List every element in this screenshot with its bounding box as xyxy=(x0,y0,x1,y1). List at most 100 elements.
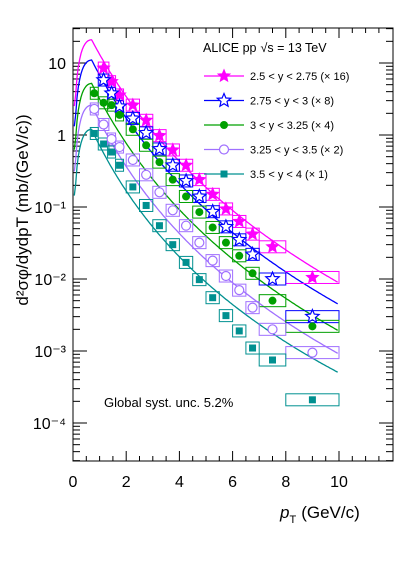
data-point xyxy=(141,169,152,180)
y-tick-label: 10⁻² xyxy=(34,272,66,289)
legend-marker xyxy=(220,121,228,129)
syst-box xyxy=(245,266,260,280)
data-point xyxy=(264,270,281,286)
syst-box xyxy=(178,255,194,269)
syst-box xyxy=(245,341,260,355)
syst-box xyxy=(152,219,167,233)
data-point xyxy=(95,71,112,87)
data-point xyxy=(151,140,168,156)
syst-box xyxy=(245,301,260,315)
x-tick-labels: 0 2 4 6 8 10 xyxy=(69,474,348,491)
y-tick-label: 1 xyxy=(57,128,66,145)
legend-label: 2.5 < y < 2.75 (× 16) xyxy=(250,71,349,83)
syst-box xyxy=(178,189,194,203)
syst-box xyxy=(139,138,154,152)
data-point xyxy=(155,158,164,167)
data-point xyxy=(248,269,257,278)
syst-box xyxy=(232,324,247,338)
legend-marker xyxy=(218,144,230,155)
syst-box xyxy=(218,236,234,250)
data-point xyxy=(142,141,151,150)
global-syst-annotation: Global syst. unc. 5.2% xyxy=(104,395,234,410)
data-point xyxy=(127,154,138,166)
syst-box xyxy=(232,249,247,263)
data-point xyxy=(128,125,137,134)
syst-box xyxy=(218,269,234,283)
data-point xyxy=(267,324,278,335)
data-point xyxy=(215,91,233,108)
data-point xyxy=(249,344,257,352)
data-point xyxy=(98,119,109,130)
syst-box xyxy=(125,180,140,194)
x-tick-label: 2 xyxy=(122,474,131,491)
y-tick-label: 10 xyxy=(48,56,66,73)
data-point xyxy=(208,223,217,232)
data-point xyxy=(231,213,247,228)
syst-boxes xyxy=(89,61,340,407)
y-tick-label: 10⁻³ xyxy=(34,344,66,361)
syst-box xyxy=(89,126,99,140)
data-point xyxy=(182,192,191,201)
data-point xyxy=(220,270,232,282)
syst-box xyxy=(152,185,167,199)
x-tick-label: 0 xyxy=(69,474,78,491)
syst-box xyxy=(192,205,207,219)
y-axis-label: d²σφ/dydpT (mb/(GeV/c)) xyxy=(13,114,32,305)
data-point xyxy=(245,226,260,241)
syst-box xyxy=(139,168,154,182)
data-point xyxy=(165,142,181,157)
syst-box xyxy=(258,294,287,308)
syst-box xyxy=(192,273,207,287)
data-point xyxy=(205,186,220,201)
syst-box xyxy=(258,322,287,336)
data-point xyxy=(195,208,204,217)
data-point xyxy=(182,258,190,266)
syst-box xyxy=(285,346,340,360)
data-point xyxy=(129,183,137,191)
data-point xyxy=(138,112,154,127)
data-point xyxy=(154,187,165,198)
data-point xyxy=(99,98,108,107)
syst-box xyxy=(165,203,180,217)
data-point xyxy=(191,187,208,204)
data-point xyxy=(180,220,192,231)
data-point xyxy=(231,231,248,247)
data-point xyxy=(155,222,163,230)
data-point xyxy=(217,218,235,234)
data-point xyxy=(305,269,320,284)
data-point xyxy=(100,140,108,148)
data-point xyxy=(194,237,205,248)
syst-box xyxy=(125,153,140,167)
syst-box xyxy=(139,198,154,212)
data-point xyxy=(108,148,116,156)
syst-box xyxy=(125,122,140,136)
x-tick-label: 10 xyxy=(330,474,348,491)
fit-curve xyxy=(73,39,339,283)
data-point xyxy=(265,239,280,253)
data-point xyxy=(103,84,120,101)
data-point xyxy=(222,312,230,320)
data-point xyxy=(195,276,203,284)
data-point xyxy=(308,396,316,404)
data-point xyxy=(244,245,261,262)
data-point xyxy=(167,205,178,216)
data-point xyxy=(115,110,124,119)
fit-curve xyxy=(73,82,339,331)
syst-box xyxy=(218,309,234,323)
data-point xyxy=(169,241,177,249)
data-point xyxy=(116,161,124,169)
data-point xyxy=(114,141,125,153)
data-point xyxy=(235,251,244,260)
data-point xyxy=(168,175,177,184)
data-point xyxy=(138,124,155,140)
x-tick-label: 6 xyxy=(228,474,237,491)
syst-box xyxy=(107,145,117,159)
data-point xyxy=(304,308,321,324)
data-point xyxy=(204,203,221,219)
legend-label: 3.25 < y < 3.5 (× 2) xyxy=(250,145,343,157)
axis-ticks xyxy=(72,28,393,462)
x-tick-label: 8 xyxy=(281,474,290,491)
data-point xyxy=(124,109,142,126)
syst-box xyxy=(205,254,220,268)
